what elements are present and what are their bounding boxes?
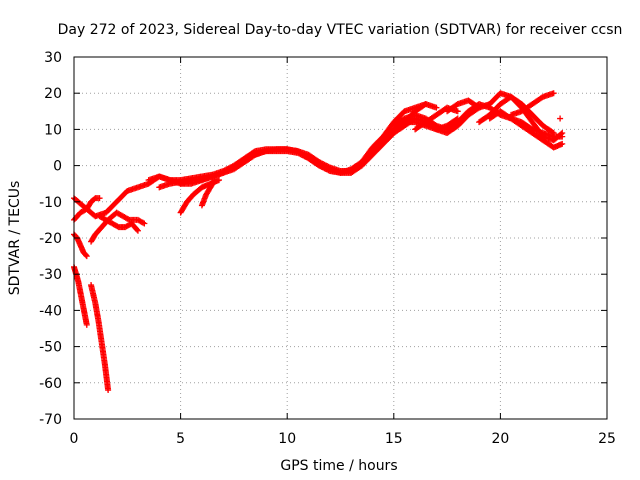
- y-tick-label: -50: [39, 340, 62, 356]
- track-left-e: [71, 263, 90, 328]
- data-point: [125, 216, 132, 223]
- stray-data-point: [557, 115, 564, 122]
- y-tick-label: 20: [44, 86, 62, 102]
- y-tick-label: -30: [39, 267, 62, 283]
- chart-title: Day 272 of 2023, Sidereal Day-to-day VTE…: [58, 22, 623, 38]
- data-point: [134, 227, 141, 234]
- y-tick-label: 30: [44, 50, 62, 66]
- data-point: [550, 130, 557, 137]
- ticks: [73, 56, 608, 420]
- y-axis-label: SDTVAR / TECUs: [7, 181, 23, 296]
- y-tick-label: -60: [39, 376, 62, 392]
- data-point: [211, 178, 218, 185]
- track-main-3: [198, 104, 483, 184]
- data-point: [188, 177, 195, 184]
- data-point: [140, 219, 147, 226]
- data-point: [83, 253, 90, 260]
- data-point: [105, 387, 112, 394]
- track-mid-b: [177, 177, 222, 216]
- y-tick-label: -20: [39, 231, 62, 247]
- track-mid-c: [198, 177, 218, 209]
- y-tick-label: -10: [39, 195, 62, 211]
- y-tick-label: -40: [39, 303, 62, 319]
- track-left-f: [88, 282, 112, 394]
- track-upper-f: [401, 101, 440, 126]
- plot-points: [71, 90, 566, 394]
- x-tick-label: 5: [176, 431, 185, 447]
- x-tick-labels: 0 5 10 15 20 25: [70, 431, 616, 447]
- y-tick-label: -70: [39, 412, 62, 428]
- data-point: [559, 130, 566, 137]
- track-upper-e: [508, 90, 557, 118]
- x-tick-label: 10: [278, 431, 296, 447]
- data-point: [82, 252, 89, 259]
- data-point: [83, 321, 90, 328]
- data-point: [211, 177, 218, 184]
- track-main-1: [71, 101, 429, 223]
- x-tick-label: 15: [385, 431, 403, 447]
- track-upper-g: [412, 104, 461, 133]
- data-point: [549, 129, 556, 136]
- x-tick-label: 20: [491, 431, 509, 447]
- x-tick-label: 0: [70, 431, 79, 447]
- y-tick-labels: -70 -60 -50 -40 -30 -20 -10 0 10 20 30: [39, 50, 62, 428]
- data-point: [134, 226, 141, 233]
- data-point: [558, 130, 565, 137]
- x-axis-label: GPS time / hours: [280, 458, 397, 474]
- track-mid-d: [156, 177, 195, 191]
- y-tick-label: 0: [53, 159, 62, 175]
- data-point: [559, 140, 566, 147]
- data-point: [325, 163, 332, 170]
- data-point: [96, 195, 103, 202]
- track-left-a: [71, 195, 103, 213]
- data-point: [433, 104, 440, 111]
- data-point: [454, 108, 461, 115]
- data-point: [198, 177, 205, 184]
- track-left-c: [96, 213, 141, 234]
- x-tick-label: 25: [598, 431, 616, 447]
- track-upper-b: [444, 90, 566, 144]
- data-point: [550, 90, 557, 97]
- data-point: [141, 220, 148, 227]
- y-tick-label: 10: [44, 122, 62, 138]
- track-upper-d: [486, 108, 566, 151]
